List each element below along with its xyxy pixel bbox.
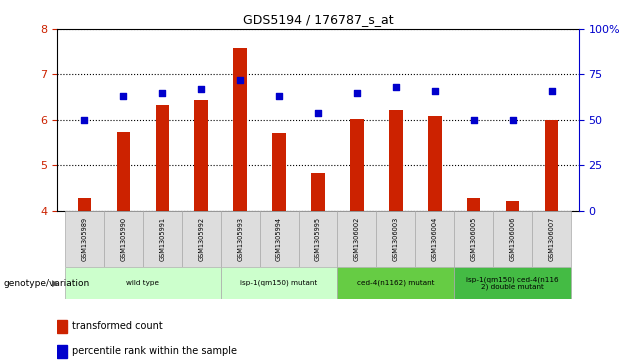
Text: isp-1(qm150) mutant: isp-1(qm150) mutant: [240, 280, 318, 286]
Bar: [78, 198, 92, 211]
Point: [80, 117, 90, 123]
Point: [196, 86, 206, 92]
Bar: [311, 173, 325, 211]
Bar: [57, 345, 67, 358]
Bar: [57, 320, 67, 333]
Text: GSM1306004: GSM1306004: [432, 216, 438, 261]
FancyBboxPatch shape: [338, 267, 454, 299]
Text: GSM1305994: GSM1305994: [276, 217, 282, 261]
Text: GSM1306006: GSM1306006: [509, 216, 516, 261]
Text: wild type: wild type: [127, 280, 160, 286]
FancyBboxPatch shape: [104, 211, 143, 267]
FancyBboxPatch shape: [65, 267, 221, 299]
FancyBboxPatch shape: [493, 211, 532, 267]
Bar: [467, 198, 480, 211]
Bar: [350, 119, 364, 211]
Point: [235, 77, 245, 83]
Bar: [272, 133, 286, 211]
Bar: [544, 120, 558, 211]
FancyBboxPatch shape: [298, 211, 338, 267]
FancyBboxPatch shape: [259, 211, 298, 267]
Text: GSM1305991: GSM1305991: [160, 217, 165, 261]
Text: percentile rank within the sample: percentile rank within the sample: [72, 346, 237, 356]
Bar: [428, 116, 441, 211]
Point: [546, 88, 556, 94]
Bar: [195, 100, 208, 211]
Point: [313, 110, 323, 115]
FancyBboxPatch shape: [377, 211, 415, 267]
Text: GSM1305990: GSM1305990: [120, 217, 127, 261]
Point: [274, 93, 284, 99]
Bar: [506, 200, 520, 211]
Bar: [116, 131, 130, 211]
Bar: [156, 105, 169, 211]
Text: GSM1305995: GSM1305995: [315, 217, 321, 261]
Text: isp-1(qm150) ced-4(n116
2) double mutant: isp-1(qm150) ced-4(n116 2) double mutant: [466, 276, 559, 290]
FancyBboxPatch shape: [415, 211, 454, 267]
FancyBboxPatch shape: [454, 211, 493, 267]
FancyBboxPatch shape: [532, 211, 571, 267]
Text: ced-4(n1162) mutant: ced-4(n1162) mutant: [357, 280, 434, 286]
FancyBboxPatch shape: [221, 211, 259, 267]
FancyBboxPatch shape: [143, 211, 182, 267]
FancyBboxPatch shape: [65, 211, 104, 267]
Text: GSM1306003: GSM1306003: [393, 217, 399, 261]
Point: [352, 90, 362, 95]
Text: GDS5194 / 176787_s_at: GDS5194 / 176787_s_at: [243, 13, 393, 26]
Bar: [389, 110, 403, 211]
Point: [118, 93, 128, 99]
Text: transformed count: transformed count: [72, 321, 163, 331]
Text: GSM1305989: GSM1305989: [81, 217, 88, 261]
Point: [391, 84, 401, 90]
Point: [469, 117, 479, 123]
Text: GSM1305992: GSM1305992: [198, 217, 204, 261]
FancyBboxPatch shape: [221, 267, 338, 299]
Text: genotype/variation: genotype/variation: [3, 280, 90, 288]
Text: GSM1306002: GSM1306002: [354, 216, 360, 261]
FancyBboxPatch shape: [454, 267, 571, 299]
Text: GSM1305993: GSM1305993: [237, 217, 243, 261]
Text: GSM1306007: GSM1306007: [548, 216, 555, 261]
Point: [430, 88, 440, 94]
Point: [508, 117, 518, 123]
Text: ▶: ▶: [52, 280, 59, 288]
Bar: [233, 48, 247, 211]
Point: [157, 90, 167, 95]
FancyBboxPatch shape: [182, 211, 221, 267]
FancyBboxPatch shape: [338, 211, 377, 267]
Text: GSM1306005: GSM1306005: [471, 216, 476, 261]
